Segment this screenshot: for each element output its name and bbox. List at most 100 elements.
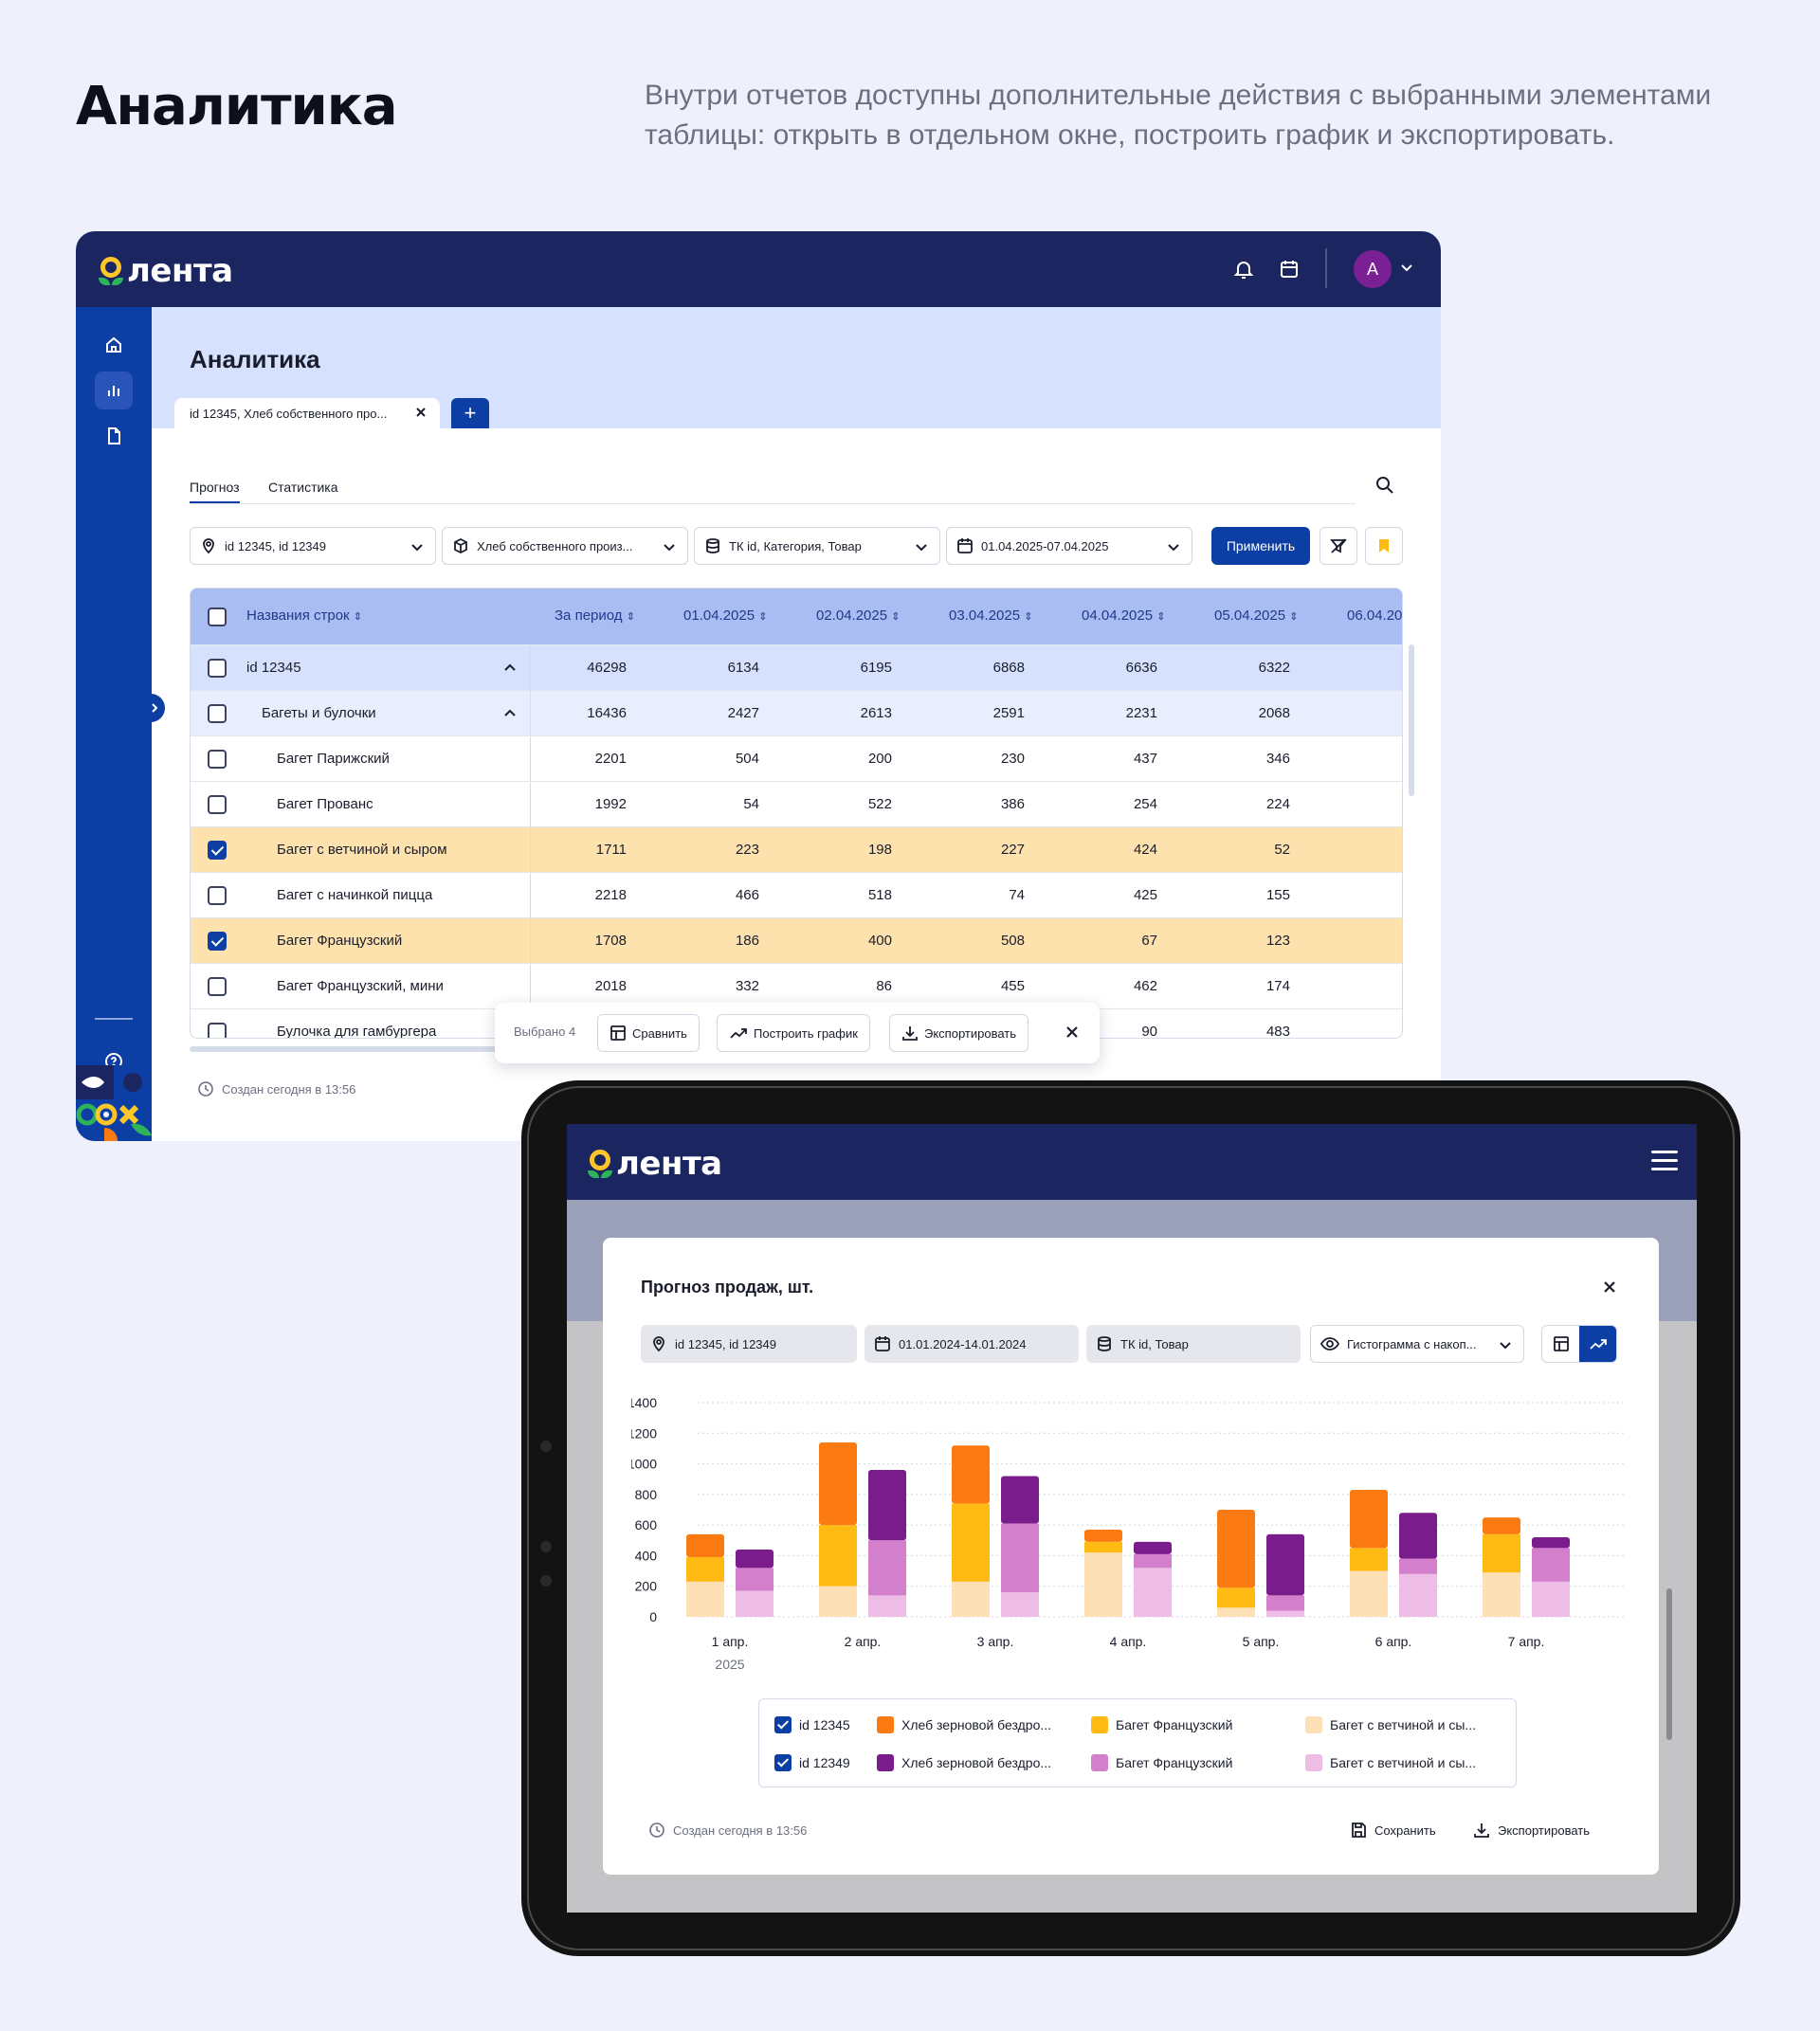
- table-row[interactable]: Багет Парижский 2201 504 200 230 437 346: [191, 736, 1402, 782]
- sidebar-item-analytics[interactable]: [95, 372, 133, 409]
- table-header-cell[interactable]: 03.04.2025 ⇕: [949, 607, 1033, 624]
- calendar-icon: [957, 538, 973, 553]
- row-checkbox-checked[interactable]: [208, 932, 227, 951]
- filter-stores[interactable]: id 12345, id 12349: [641, 1325, 857, 1363]
- bookmark-button[interactable]: [1365, 527, 1403, 565]
- bell-icon[interactable]: [1232, 258, 1255, 281]
- legend-item[interactable]: Хлеб зерновой бездро...: [877, 1754, 1051, 1771]
- clear-filters-button[interactable]: [1320, 527, 1357, 565]
- table-row[interactable]: id 12345 46298 6134 6195 6868 6636 6322: [191, 645, 1402, 691]
- page-title: Аналитика: [76, 76, 398, 137]
- chevron-down-icon[interactable]: [1399, 260, 1414, 275]
- row-checkbox[interactable]: [208, 659, 227, 678]
- table-row[interactable]: Багеты и булочки 16436 2427 2613 2591 2231 206…: [191, 691, 1402, 736]
- legend-group-id12345[interactable]: id 12345: [774, 1716, 850, 1733]
- table-row[interactable]: Багет с начинкой пицца 2218 466 518 74 425 155: [191, 873, 1402, 918]
- chart-legend: id 12345 Хлеб зерновой бездро... Багет Ф…: [758, 1698, 1517, 1787]
- page-description: Внутри отчетов доступны дополнительные д…: [645, 80, 1712, 151]
- apply-button[interactable]: Применить: [1211, 527, 1310, 565]
- table-header-cell[interactable]: 02.04.2025 ⇕: [816, 607, 901, 624]
- checkbox-checked[interactable]: [774, 1754, 792, 1771]
- filter-dimensions[interactable]: ТК id, Товар: [1086, 1325, 1301, 1363]
- created-info: Создан сегодня в 13:56: [648, 1822, 807, 1839]
- chevron-up-icon[interactable]: [503, 707, 517, 720]
- filter-category[interactable]: Хлеб собственного произ...: [442, 527, 688, 565]
- avatar[interactable]: А: [1354, 250, 1392, 288]
- table-header-cell[interactable]: 05.04.2025 ⇕: [1214, 607, 1299, 624]
- filter-stores[interactable]: id 12345, id 12349: [190, 527, 436, 565]
- legend-item[interactable]: Багет Французский: [1091, 1716, 1232, 1733]
- legend-group-id12349[interactable]: id 12349: [774, 1754, 850, 1771]
- table-row[interactable]: Булочка для гамбургера 90 483: [191, 1009, 1402, 1038]
- vertical-scrollbar[interactable]: [1666, 1588, 1672, 1740]
- row-checkbox[interactable]: [208, 886, 227, 905]
- logo[interactable]: лента: [588, 1145, 722, 1183]
- legend-item[interactable]: Багет с ветчиной и сы...: [1305, 1716, 1476, 1733]
- calendar-icon: [875, 1336, 890, 1351]
- row-checkbox-checked[interactable]: [208, 841, 227, 860]
- row-checkbox[interactable]: [208, 977, 227, 996]
- horizontal-scrollbar[interactable]: [190, 1046, 720, 1052]
- compare-button[interactable]: Сравнить: [597, 1014, 700, 1052]
- table-cell: 67: [1141, 933, 1157, 949]
- table-view-button[interactable]: [1542, 1326, 1579, 1362]
- chart-view-button[interactable]: [1579, 1326, 1616, 1362]
- search-icon[interactable]: [1374, 475, 1395, 496]
- bar-segment: [868, 1470, 906, 1541]
- chevron-down-icon: [1500, 1342, 1511, 1350]
- tab-forecast[interactable]: Прогноз: [190, 480, 240, 503]
- bar-segment: [1266, 1610, 1304, 1617]
- filter-dimensions[interactable]: ТК id, Категория, Товар: [694, 527, 940, 565]
- decorative-pattern: [76, 1065, 152, 1141]
- legend-item[interactable]: Багет с ветчиной и сы...: [1305, 1754, 1476, 1771]
- table-header-cell[interactable]: 06.04.20: [1347, 607, 1403, 624]
- table-header-cell[interactable]: За период ⇕: [555, 607, 635, 624]
- legend-item[interactable]: Багет Французский: [1091, 1754, 1232, 1771]
- checkbox-checked[interactable]: [774, 1716, 792, 1733]
- chart-modal: Прогноз продаж, шт. id 12345, id 12349 0…: [603, 1238, 1659, 1875]
- table-row[interactable]: Багет с ветчиной и сыром 1711 223 198 227 424…: [191, 827, 1402, 873]
- vertical-scrollbar[interactable]: [1409, 644, 1414, 796]
- chevron-up-icon[interactable]: [503, 662, 517, 675]
- bar-segment: [1001, 1476, 1039, 1524]
- save-button[interactable]: Сохранить: [1350, 1822, 1436, 1839]
- table-header-cell[interactable]: 01.04.2025 ⇕: [683, 607, 768, 624]
- document-tab[interactable]: id 12345, Хлеб собственного про...: [174, 398, 440, 428]
- filter-date-range[interactable]: 01.04.2025-07.04.2025: [946, 527, 1192, 565]
- table-row[interactable]: Багет Французский 1708 186 400 508 67 123: [191, 918, 1402, 964]
- row-checkbox[interactable]: [208, 704, 227, 723]
- sidebar-item-documents[interactable]: [95, 417, 133, 455]
- row-label: Багет Парижский: [277, 751, 390, 767]
- close-icon[interactable]: [1064, 1024, 1081, 1041]
- row-checkbox[interactable]: [208, 795, 227, 814]
- menu-icon[interactable]: [1651, 1151, 1678, 1176]
- calendar-icon[interactable]: [1278, 258, 1301, 281]
- filter-date-range[interactable]: 01.01.2024-14.01.2024: [864, 1325, 1079, 1363]
- eye-icon: [1320, 1337, 1339, 1351]
- bar-segment: [1084, 1529, 1122, 1542]
- bar-chart-icon: [108, 386, 119, 396]
- table-header-cell[interactable]: 04.04.2025 ⇕: [1082, 607, 1166, 624]
- camera-dot: [540, 1575, 552, 1587]
- legend-item[interactable]: Хлеб зерновой бездро...: [877, 1716, 1051, 1733]
- table-cell: 400: [867, 933, 892, 949]
- close-icon[interactable]: [413, 405, 428, 420]
- bar-segment: [1084, 1541, 1122, 1553]
- chart-type-select[interactable]: Гистограмма с накоп...: [1310, 1325, 1524, 1363]
- table-cell: 455: [1000, 978, 1025, 994]
- bar-segment: [1483, 1572, 1520, 1617]
- sidebar-item-home[interactable]: [95, 326, 133, 364]
- tab-statistics[interactable]: Статистика: [268, 480, 338, 495]
- select-all-checkbox[interactable]: [208, 607, 227, 626]
- build-chart-button[interactable]: Построить график: [717, 1014, 870, 1052]
- row-checkbox[interactable]: [208, 1023, 227, 1038]
- logo[interactable]: лента: [99, 252, 233, 290]
- table-header-cell[interactable]: Названия строк ⇕: [246, 607, 362, 624]
- close-icon[interactable]: [1600, 1278, 1619, 1297]
- sidebar-expand-button[interactable]: [144, 694, 165, 722]
- export-button[interactable]: Экспортировать: [889, 1014, 1028, 1052]
- export-button[interactable]: Экспортировать: [1473, 1822, 1590, 1839]
- row-checkbox[interactable]: [208, 750, 227, 769]
- add-tab-button[interactable]: +: [451, 398, 489, 428]
- table-row[interactable]: Багет Прованс 1992 54 522 386 254 224: [191, 782, 1402, 827]
